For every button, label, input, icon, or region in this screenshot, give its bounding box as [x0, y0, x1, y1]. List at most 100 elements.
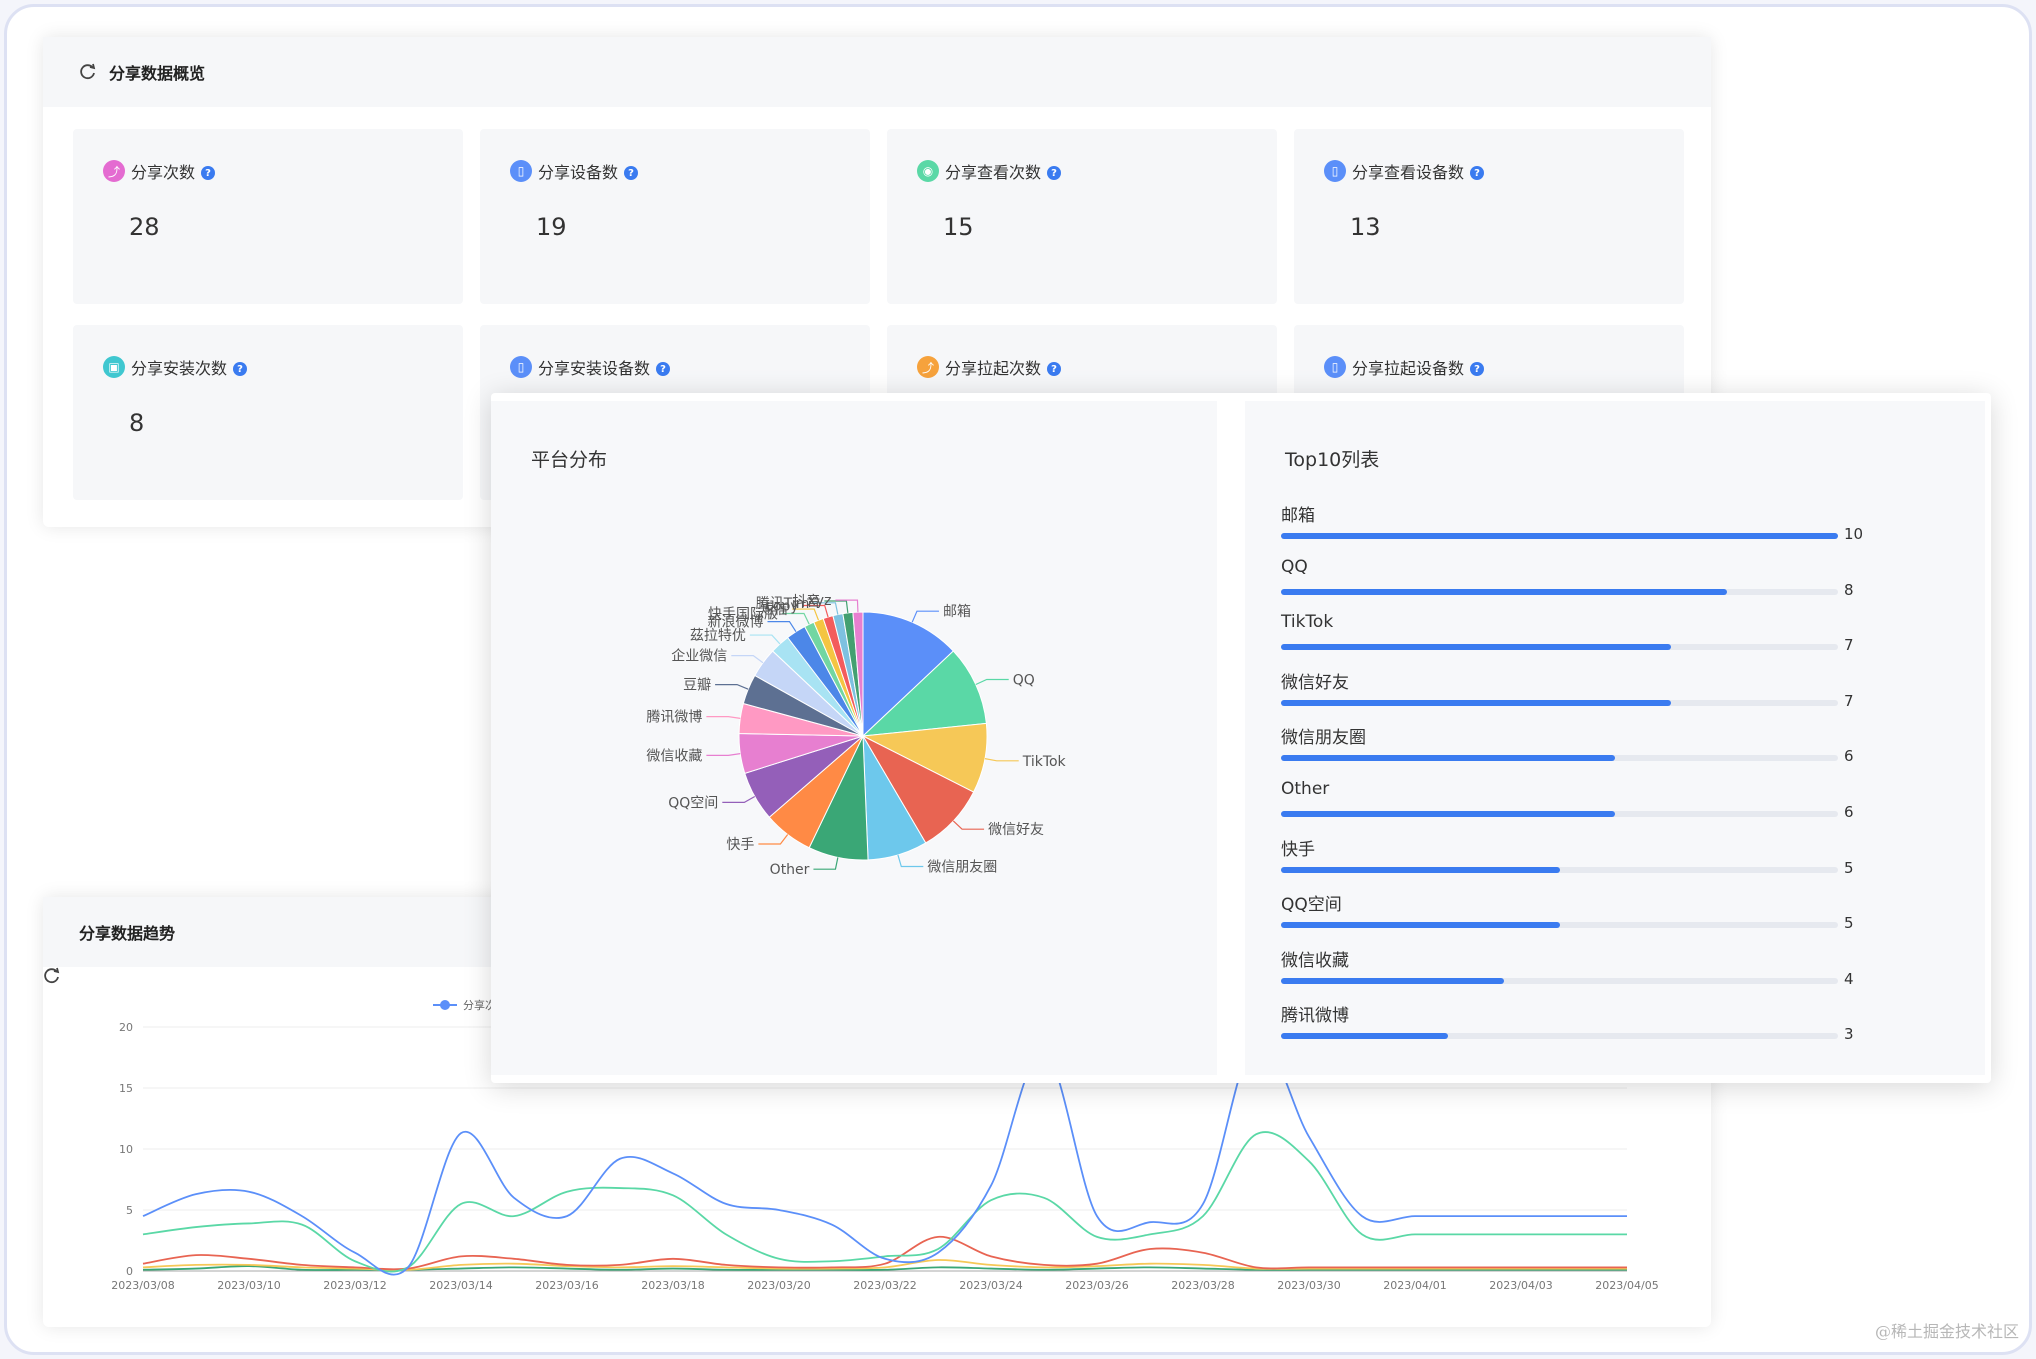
- top10-row: 快手 5: [1281, 835, 1921, 877]
- top10-row-name: 微信好友: [1281, 672, 1349, 693]
- refresh-icon[interactable]: [79, 63, 97, 81]
- top10-title: Top10列表: [1285, 449, 1380, 471]
- series-line[interactable]: [142, 1131, 1627, 1273]
- top10-row-name: 微信收藏: [1281, 950, 1349, 971]
- trend-line-chart: 0 5 10 15 20 2023/03/08 2023/03/10 2023/03/12 20…: [111, 998, 1658, 1292]
- help-icon[interactable]: ?: [1470, 166, 1485, 180]
- help-icon[interactable]: ?: [624, 166, 639, 180]
- x-tick-label: 2023/03/14: [429, 1279, 492, 1292]
- top10-row-name: QQ: [1281, 556, 1308, 577]
- y-tick-label: 15: [119, 1082, 133, 1095]
- stat-card-label-text: 分享设备数: [538, 163, 619, 182]
- top10-row: 腾讯微博 3: [1281, 1001, 1921, 1043]
- x-tick-label: 2023/03/12: [323, 1279, 386, 1292]
- stat-card: ▣ 分享安装次数? 8: [73, 325, 463, 500]
- pie-label: copy: [765, 599, 798, 615]
- pie-label-line: [911, 610, 939, 623]
- pie-label: TikTok: [1022, 754, 1067, 770]
- y-tick-label: 10: [119, 1143, 133, 1156]
- top10-row: 微信好友 7: [1281, 668, 1921, 710]
- pie-label-line: [722, 796, 756, 803]
- help-icon[interactable]: ?: [233, 362, 248, 376]
- top10-bar-track: [1281, 1033, 1838, 1040]
- pie-label-line: [802, 604, 829, 618]
- pie-label: 邮箱: [943, 604, 971, 620]
- pie-label: 微信朋友圈: [927, 859, 997, 875]
- x-tick-label: 2023/04/05: [1595, 1279, 1658, 1292]
- pie-label: QQ空间: [668, 795, 718, 811]
- top10-bar-fill: [1281, 755, 1616, 762]
- help-icon[interactable]: ?: [1047, 362, 1062, 376]
- top10-row: 微信收藏 4: [1281, 946, 1921, 988]
- x-tick-label: 2023/03/26: [1065, 1279, 1128, 1292]
- pie-label-line: [749, 634, 781, 645]
- pie-label: 茲拉特优: [690, 628, 746, 644]
- pie-label-line: [952, 820, 985, 830]
- y-tick-label: 5: [126, 1204, 133, 1217]
- pie-slice[interactable]: [852, 611, 864, 737]
- pie-label-line: [706, 716, 741, 719]
- top10-row-name: QQ空间: [1281, 895, 1342, 916]
- x-tick-label: 2023/04/03: [1489, 1279, 1552, 1292]
- help-icon[interactable]: ?: [201, 166, 216, 180]
- eye-icon: ◉: [917, 160, 939, 182]
- launch-icon: ⤴: [917, 356, 939, 378]
- series-line[interactable]: [142, 1037, 1627, 1276]
- top10-row-value: 10: [1844, 525, 1864, 543]
- pie-label-line: [824, 600, 849, 614]
- pie-label-line: [984, 758, 1019, 762]
- top10-row-name: 腾讯微博: [1281, 1006, 1349, 1027]
- top10-bar-track: [1281, 588, 1838, 595]
- top10-bar-fill: [1281, 699, 1671, 706]
- legend-label[interactable]: 分享次: [463, 998, 496, 1012]
- top10-row-name: Other: [1281, 779, 1330, 799]
- legend-marker[interactable]: [440, 1000, 450, 1010]
- device-icon: ▯: [1324, 356, 1346, 378]
- pie-label: 豆瓣: [683, 678, 711, 694]
- share-icon: ⤴: [103, 160, 125, 182]
- pie-label: 微信好友: [988, 822, 1044, 838]
- pie-slice[interactable]: [861, 650, 987, 737]
- top10-row-value: 5: [1844, 914, 1854, 933]
- top10-bar-track: [1281, 977, 1838, 984]
- stat-card-value: 8: [129, 409, 145, 437]
- stat-card-label-text: 分享查看次数: [945, 163, 1042, 182]
- stat-card-value: 19: [536, 213, 567, 241]
- stat-card-label-text: 分享拉起设备数: [1352, 359, 1465, 378]
- top10-row-value: 4: [1844, 969, 1854, 988]
- device-icon: ▯: [510, 356, 532, 378]
- stat-card-label: ⤴ 分享拉起次数?: [917, 355, 1062, 379]
- stat-card-label: ▣ 分享安装次数?: [103, 355, 248, 379]
- pie-label: 企业微信: [671, 648, 727, 665]
- help-icon[interactable]: ?: [1470, 362, 1485, 376]
- top10-row-value: 7: [1844, 691, 1854, 710]
- pie-label: 腾讯Tim: [756, 595, 810, 612]
- stat-card-label: ▯ 分享查看设备数?: [1324, 159, 1485, 183]
- top10-row-value: 7: [1844, 636, 1854, 655]
- pie-label: 新浪微博: [707, 614, 763, 631]
- x-tick-label: 2023/03/08: [111, 1279, 174, 1292]
- top10-row: Other 6: [1281, 779, 1921, 821]
- x-tick-label: 2023/03/20: [747, 1279, 810, 1292]
- top10-row-name: 快手: [1281, 839, 1315, 860]
- stat-card-label: ◉ 分享查看次数?: [917, 159, 1062, 183]
- pie-slice[interactable]: [862, 611, 955, 738]
- device-icon: ▯: [510, 160, 532, 182]
- y-tick-label: 20: [119, 1021, 133, 1034]
- help-icon[interactable]: ?: [656, 362, 671, 376]
- series-line[interactable]: [142, 1235, 1627, 1271]
- refresh-icon[interactable]: [43, 967, 61, 985]
- x-tick-label: 2023/03/10: [217, 1279, 280, 1292]
- stat-card-label-text: 分享安装设备数: [538, 359, 651, 378]
- top10-bar-fill: [1281, 811, 1616, 817]
- pie-label-line: [715, 683, 749, 690]
- top10-bar-track: [1281, 811, 1838, 817]
- top10-bar-track: [1281, 755, 1838, 762]
- x-tick-label: 2023/03/22: [853, 1279, 916, 1292]
- top10-row: 邮箱 10: [1281, 501, 1921, 543]
- stat-card: ⤴ 分享次数? 28: [73, 129, 463, 304]
- help-icon[interactable]: ?: [1047, 166, 1062, 180]
- stat-card-value: 13: [1350, 213, 1381, 241]
- top10-row: 微信朋友圈 6: [1281, 723, 1921, 765]
